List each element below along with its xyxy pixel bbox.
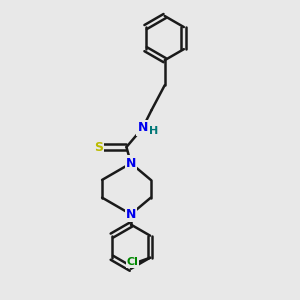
Text: Cl: Cl xyxy=(127,257,138,267)
Text: N: N xyxy=(126,208,136,221)
Text: N: N xyxy=(137,122,148,134)
Text: N: N xyxy=(126,157,136,170)
Text: H: H xyxy=(149,126,158,136)
Text: S: S xyxy=(94,141,103,154)
